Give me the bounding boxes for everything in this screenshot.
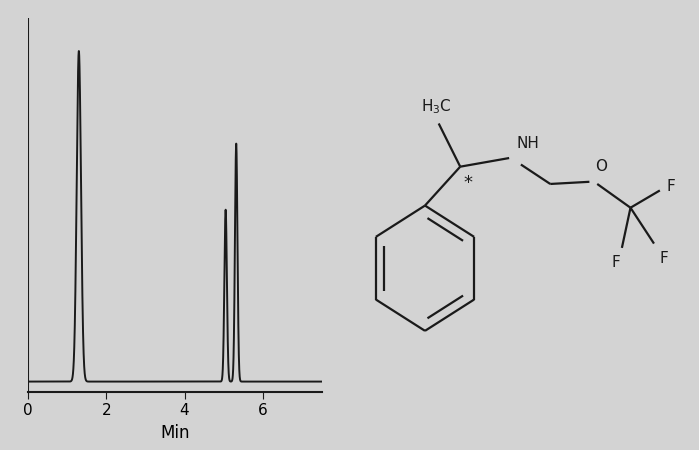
X-axis label: Min: Min — [160, 424, 189, 442]
Text: F: F — [660, 251, 669, 266]
Text: NH: NH — [516, 136, 539, 151]
Text: F: F — [612, 255, 621, 270]
Text: H$_3$C: H$_3$C — [421, 97, 452, 116]
Text: O: O — [596, 159, 607, 174]
Text: *: * — [463, 175, 473, 193]
Text: F: F — [667, 179, 676, 194]
